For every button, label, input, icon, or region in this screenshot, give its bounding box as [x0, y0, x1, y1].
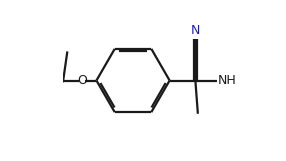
- Text: O: O: [78, 74, 87, 87]
- Text: N: N: [191, 24, 200, 37]
- Text: NH: NH: [218, 74, 237, 87]
